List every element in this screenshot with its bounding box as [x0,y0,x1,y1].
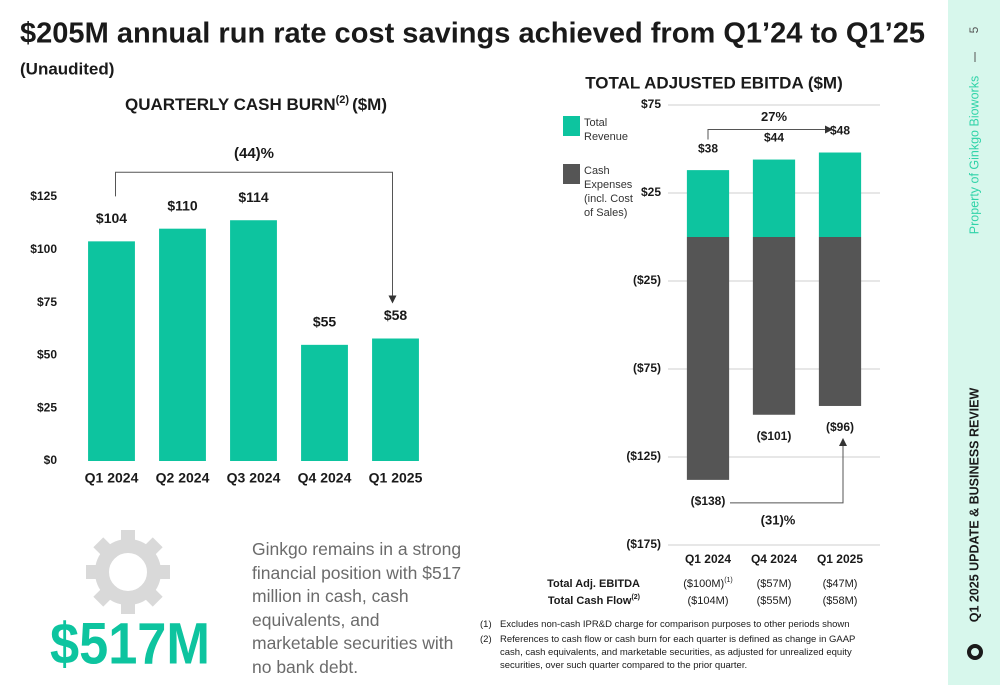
bracket [707,125,833,140]
y-tick-label: ($75) [633,361,661,375]
y-tick-label: $25 [641,185,661,199]
table-cell: ($104M) [688,595,729,607]
row-label-text: Total Adj. EBITDA [547,578,640,590]
row-label: Total Adj. EBITDA [547,578,640,590]
bar [301,344,348,461]
value-label: $38 [698,141,718,155]
property-label: Property of Ginkgo Bioworks [967,76,981,234]
x-tick-label: Q1 2024 [85,470,139,486]
y-tick-label: $25 [37,400,57,414]
bracket [730,437,847,504]
value-label: ($96) [826,420,854,434]
legend-label: Cash Expenses (incl. Cost of Sales) [584,165,633,219]
bar-segment [818,152,862,237]
table-cell-text: ($104M) [688,595,729,607]
callout-figure: $517M [50,611,210,676]
x-tick-label: Q3 2024 [227,470,281,486]
footnote-text: References to cash flow or cash burn for… [500,634,856,671]
sidebar [948,0,1000,685]
bar [372,338,419,461]
legend-swatch [563,164,580,184]
table-cell-text: ($58M) [823,595,858,607]
value-label: $110 [167,197,198,213]
x-tick-label: Q4 2024 [751,552,797,566]
value-label: $114 [238,189,269,205]
table-cell-text: ($55M) [757,595,792,607]
legend-item: Cash Expenses (incl. Cost of Sales) [563,164,639,220]
table-cell-text: ($47M) [823,578,858,590]
y-tick-label: $100 [30,242,57,256]
footnote-text: Excludes non-cash IPR&D charge for compa… [500,619,850,630]
chart-title: QUARTERLY CASH BURN(2) ($M) [125,94,387,115]
chart-title: TOTAL ADJUSTED EBITDA ($M) [585,73,843,92]
bar-segment [818,237,862,406]
value-label: $104 [96,210,127,226]
bar [230,220,277,461]
legend-label: Total Revenue [584,117,629,143]
y-tick-label: $75 [641,97,661,111]
value-label: $58 [384,307,408,323]
value-label: ($138) [691,494,726,508]
y-tick-label: $0 [44,453,58,467]
y-tick-label: $125 [30,189,57,203]
table-cell: ($100M)(1) [683,577,733,590]
y-tick-label: ($25) [633,273,661,287]
x-tick-label: Q2 2024 [156,470,210,486]
gear-icon [86,530,170,614]
slide-title: $205M annual run rate cost savings achie… [20,18,925,50]
chart-title-unit: ($M) [352,95,387,114]
legend-swatch [563,116,580,136]
row-label: Total Cash Flow(2) [548,594,640,607]
page-number: 5 [967,26,981,33]
chart-title-note: (2) [336,94,350,106]
x-tick-label: Q1 2025 [817,552,863,566]
table-cell-text: ($100M) [683,578,724,590]
section-label: Q1 2025 UPDATE & BUSINESS REVIEW [967,388,981,623]
bar-segment [752,159,796,237]
logo [967,644,983,660]
y-tick-label: $50 [37,348,57,362]
table-cell-text: ($57M) [757,578,792,590]
chart-title-text: QUARTERLY CASH BURN [125,95,336,114]
value-label: $55 [313,314,337,330]
bar-segment [752,237,796,415]
footnote: (1) Excludes non-cash IPR&D charge for co… [480,618,880,631]
bracket [115,171,397,304]
value-label: $48 [830,124,850,138]
x-tick-label: Q1 2024 [685,552,731,566]
callout-text: Ginkgo remains in a strong financial pos… [252,539,462,677]
table-cell: ($55M) [757,595,792,607]
annotation: (31)% [761,512,796,527]
bar [159,228,206,461]
y-tick-label: ($125) [626,449,661,463]
annotation: (44)% [234,145,274,162]
x-tick-label: Q1 2025 [369,470,423,486]
slide-subtitle: (Unaudited) [20,59,114,78]
x-tick-label: Q4 2024 [298,470,352,486]
footnote: (2) References to cash flow or cash burn … [480,633,880,672]
bar [88,241,135,461]
table-cell: ($58M) [823,595,858,607]
bar-segment [686,170,730,237]
value-label: $44 [764,131,784,145]
row-label-text: Total Cash Flow [548,595,632,607]
legend-item: Total Revenue [563,116,639,144]
row-label-note: (2) [631,594,640,601]
y-tick-label: ($175) [626,537,661,551]
annotation: 27% [761,109,787,124]
footnote-marker: (1) [480,619,492,630]
table-cell: ($57M) [757,578,792,590]
value-label: ($101) [757,429,792,443]
bar-segment [686,237,730,480]
table-cell-note: (1) [724,577,733,584]
footnote-marker: (2) [480,634,492,645]
table-cell: ($47M) [823,578,858,590]
y-tick-label: $75 [37,295,57,309]
